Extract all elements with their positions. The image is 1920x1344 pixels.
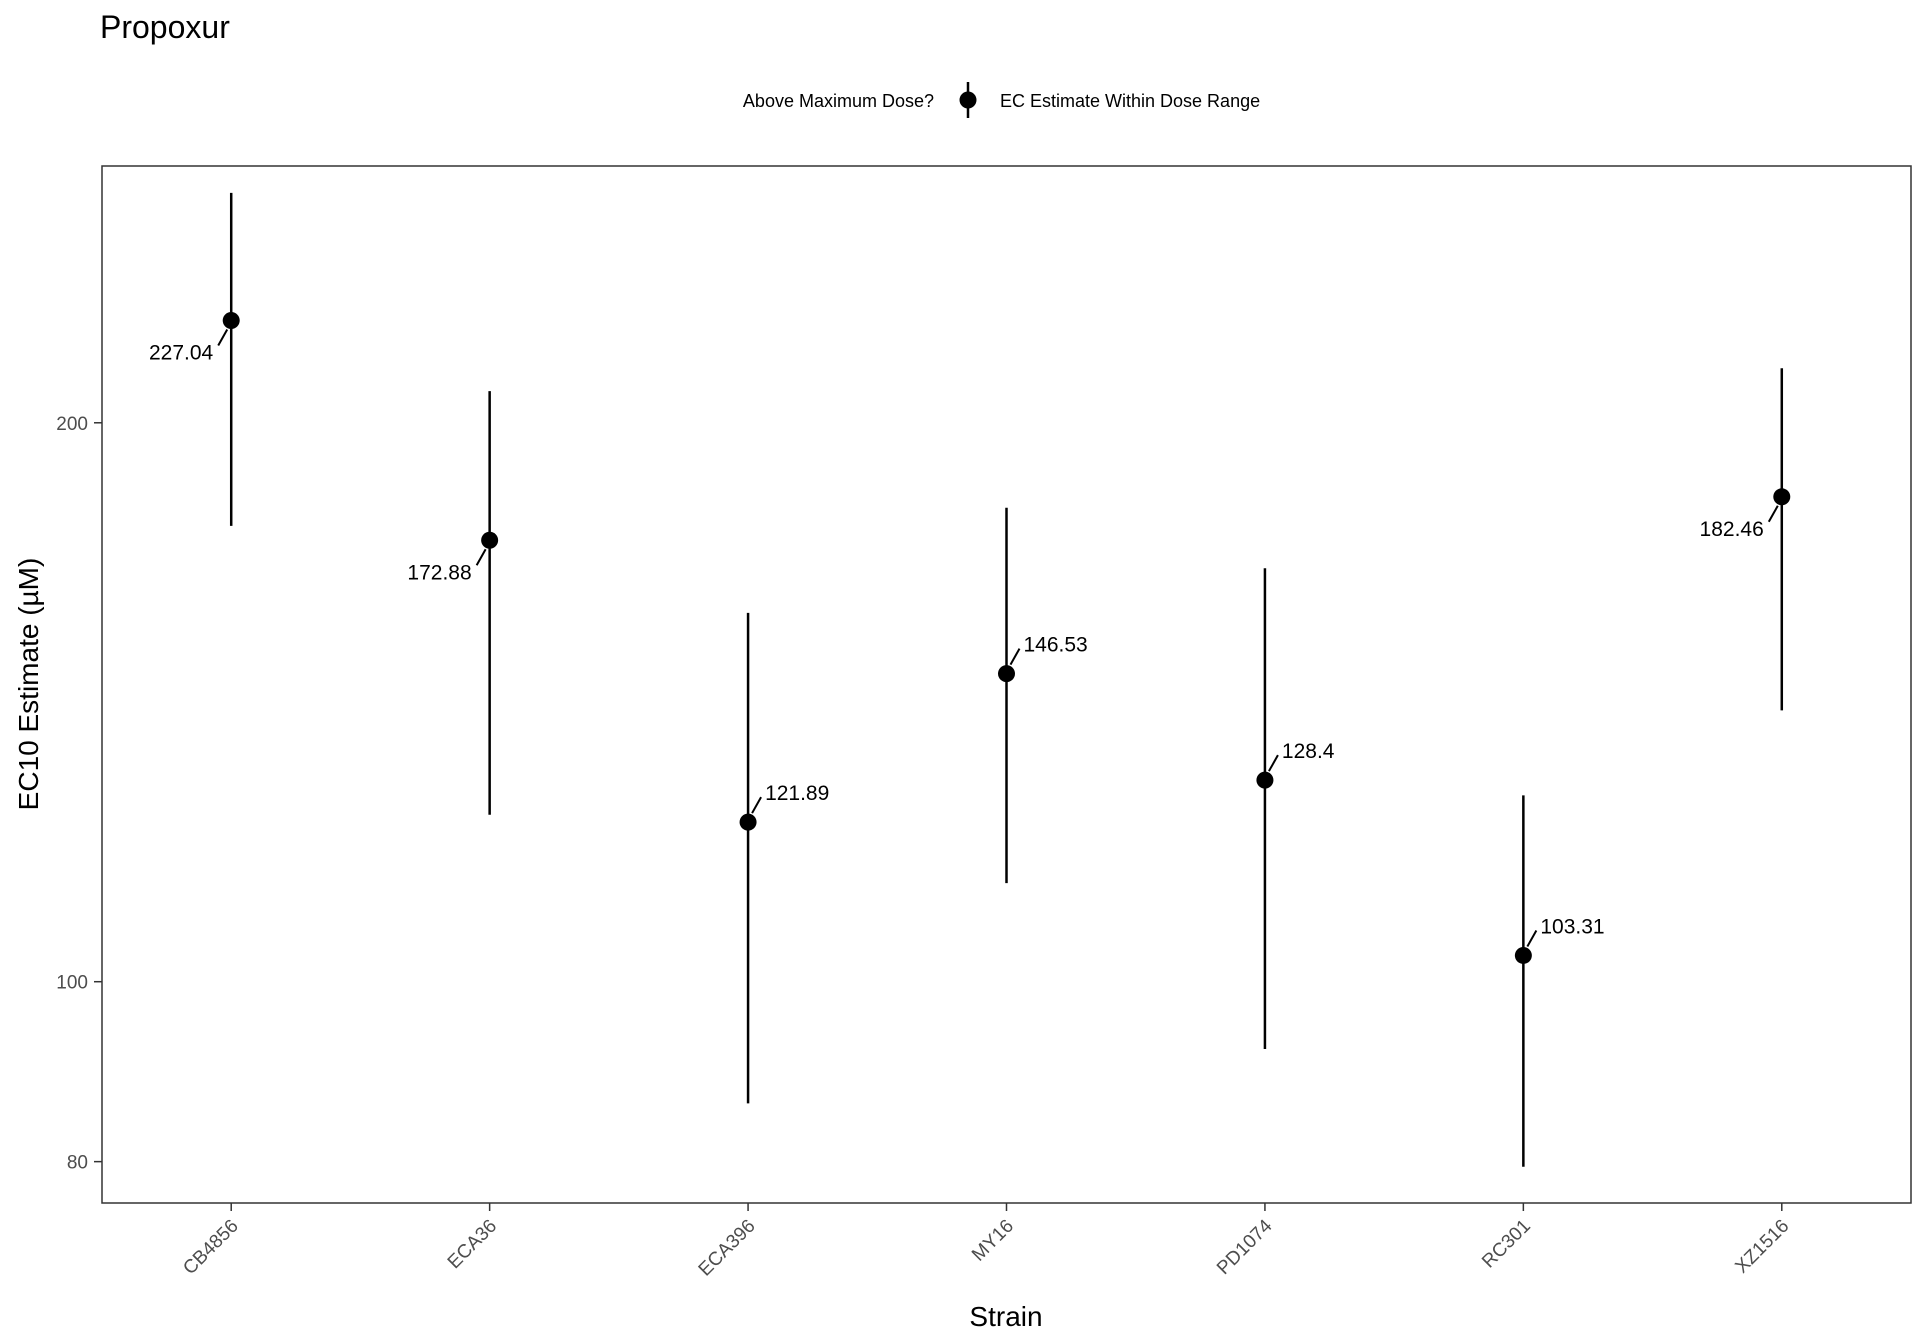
legend-entry-0: EC Estimate Within Dose Range — [1000, 91, 1260, 111]
x-tick-label-eca396: ECA396 — [695, 1216, 760, 1281]
y-tick-label: 200 — [56, 414, 88, 435]
point-cb4856 — [222, 312, 240, 330]
x-axis-title: Strain — [969, 1301, 1042, 1332]
point-xz1516 — [1773, 488, 1791, 506]
legend-key-point — [959, 91, 977, 109]
point-eca396 — [739, 813, 757, 831]
x-tick-label-eca36: ECA36 — [444, 1216, 501, 1273]
label-leader-xz1516 — [1767, 505, 1779, 523]
legend: Above Maximum Dose? EC Estimate Within D… — [743, 82, 1260, 118]
point-pd1074 — [1256, 771, 1274, 789]
data-label-xz1516: 182.46 — [1700, 518, 1764, 541]
y-tick-label: 100 — [56, 973, 88, 994]
label-leader-pd1074 — [1268, 754, 1279, 772]
point-eca36 — [481, 531, 499, 549]
data-label-eca396: 121.89 — [765, 782, 829, 805]
point-rc301 — [1514, 946, 1532, 964]
x-tick-label-cb4856: CB4856 — [179, 1216, 242, 1279]
data-label-pd1074: 128.4 — [1282, 740, 1335, 763]
legend-title: Above Maximum Dose? — [743, 91, 934, 111]
chart-title: Propoxur — [100, 9, 230, 45]
data-label-rc301: 103.31 — [1540, 915, 1604, 938]
y-axis-title: EC10 Estimate (µM) — [13, 558, 44, 811]
x-axis: CB4856 ECA36 ECA396 MY16 PD1074 RC301 XZ1516 — [179, 1203, 1793, 1281]
label-leader-eca36 — [475, 548, 487, 566]
label-leader-rc301 — [1526, 929, 1538, 947]
y-axis: 80 100 200 — [56, 414, 102, 1174]
x-tick-label-rc301: RC301 — [1478, 1216, 1535, 1273]
x-tick-label-my16: MY16 — [968, 1216, 1018, 1266]
x-tick-label-pd1074: PD1074 — [1213, 1215, 1277, 1279]
data-label-eca36: 172.88 — [407, 561, 471, 584]
x-tick-label-xz1516: XZ1516 — [1731, 1216, 1793, 1278]
label-leader-eca396 — [751, 796, 762, 814]
data-label-cb4856: 227.04 — [149, 342, 214, 365]
point-my16 — [998, 665, 1015, 683]
data-label-my16: 146.53 — [1024, 634, 1088, 657]
label-leader-my16 — [1009, 648, 1021, 666]
label-leader-cb4856 — [217, 329, 229, 347]
y-tick-label: 80 — [67, 1153, 88, 1174]
data-marks: 227.04 172.88 121.89 146.53 128.4 103.31 182.4… — [149, 192, 1791, 1167]
